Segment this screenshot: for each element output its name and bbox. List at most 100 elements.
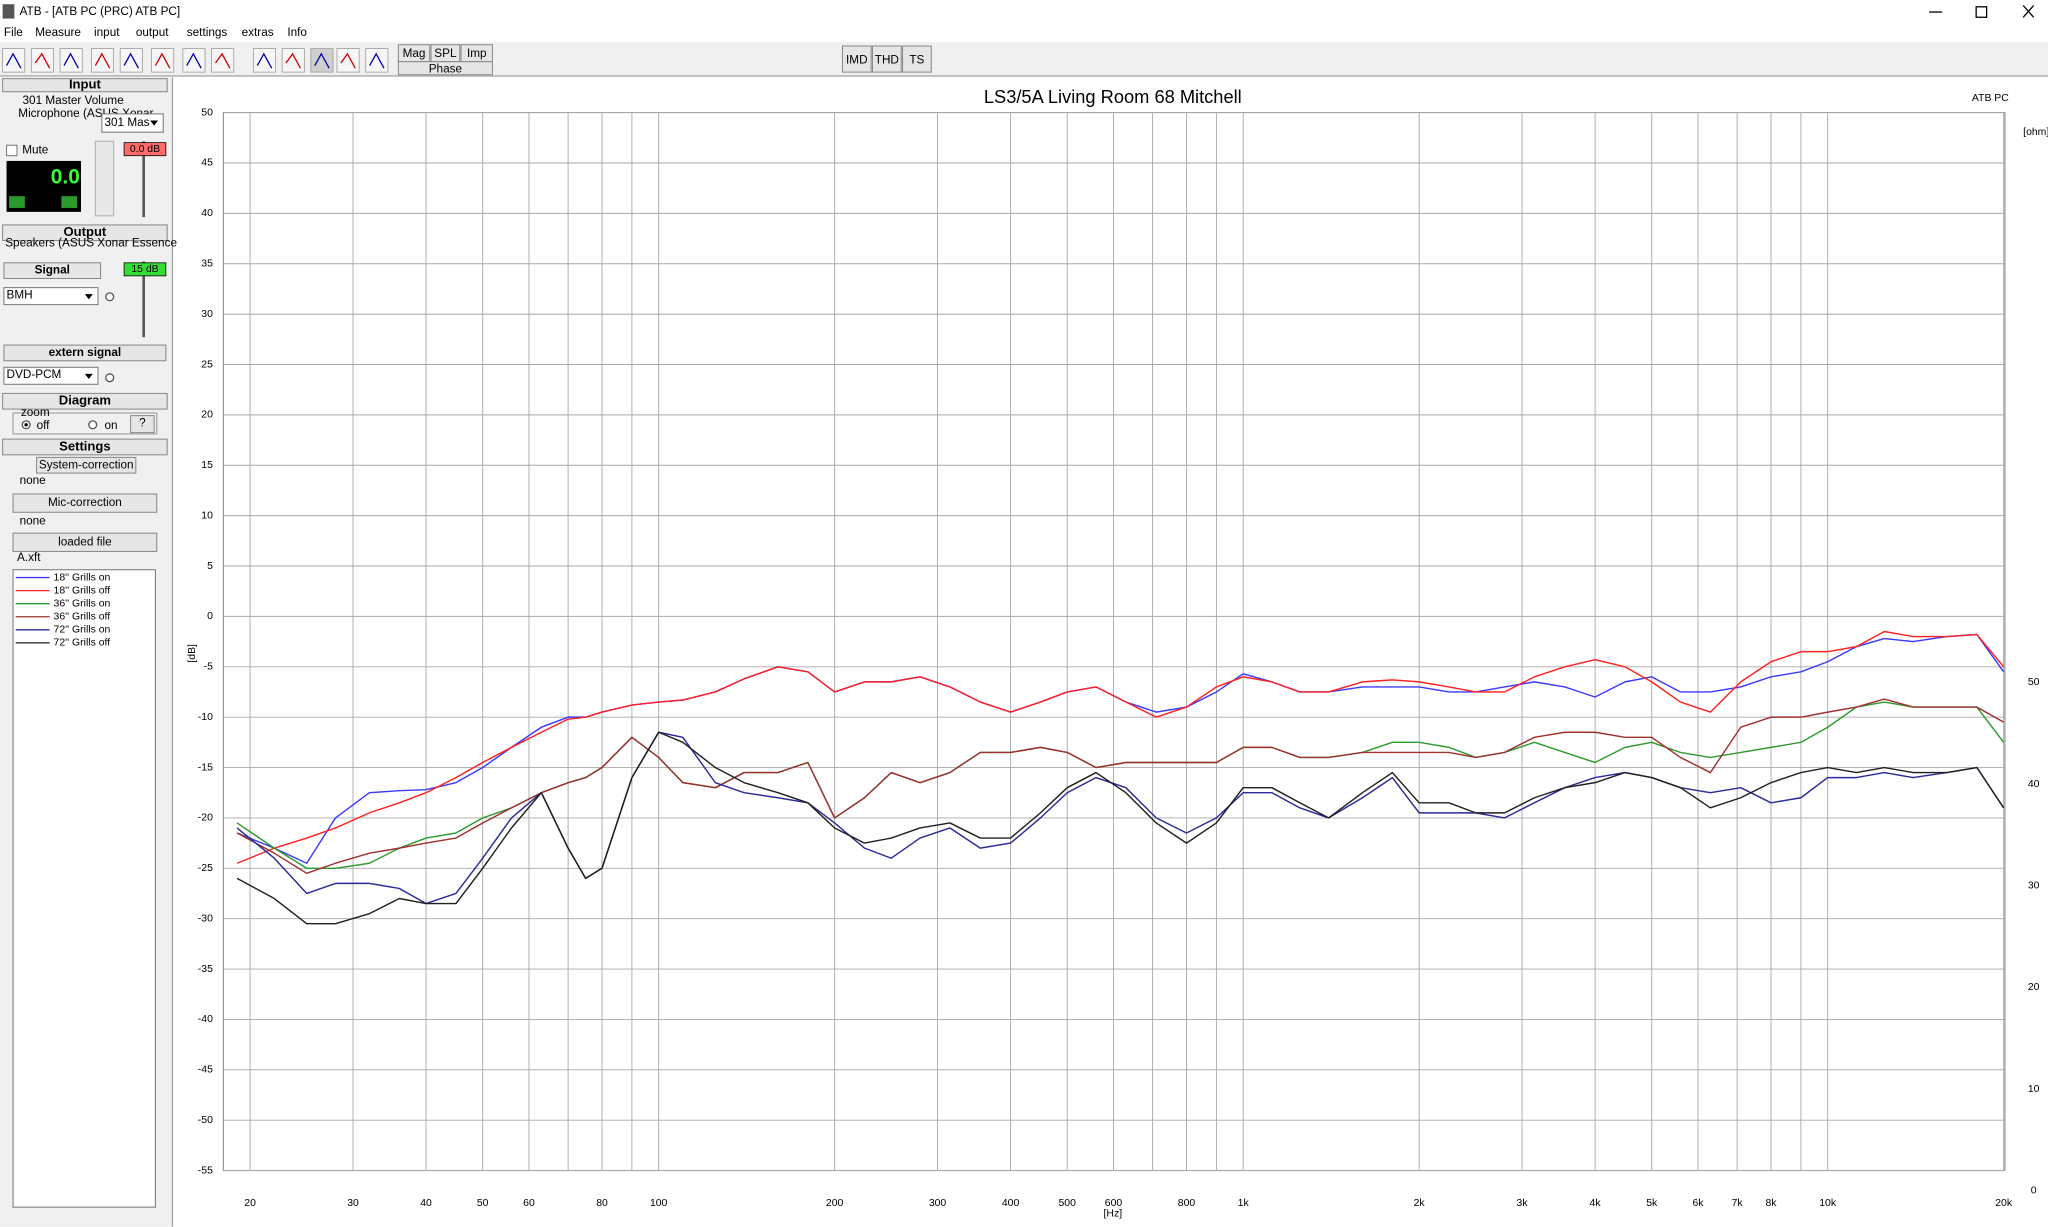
y-tick-label: -30	[198, 913, 213, 924]
extern-select-value: DVD-PCM	[7, 368, 62, 381]
toolbar-icon-glyph	[154, 52, 171, 69]
phase-button[interactable]	[397, 61, 493, 76]
y-tick-label: 10	[201, 510, 213, 521]
toolbar-icon[interactable]	[30, 48, 54, 73]
system-correction-value: none	[20, 474, 47, 487]
restore-button[interactable]	[1975, 6, 1988, 18]
y2-tick-label: 50	[2028, 677, 2040, 688]
x-tick-label: 3k	[1517, 1198, 1529, 1209]
menu-item[interactable]: extras	[242, 26, 274, 39]
x-tick-label: 7k	[1732, 1198, 1744, 1209]
display-indicator	[9, 196, 25, 208]
help-button[interactable]	[130, 415, 155, 434]
x-tick-label: 80	[596, 1198, 608, 1209]
toolbar-icon[interactable]	[281, 48, 305, 73]
x-tick-label: 10k	[1819, 1198, 1837, 1209]
test-button[interactable]	[841, 45, 872, 73]
legend-label: 72'' Grills off	[54, 638, 111, 649]
input-slider-thumb[interactable]	[123, 142, 167, 157]
menu-item[interactable]: output	[136, 26, 169, 39]
y-tick-label: -35	[198, 964, 213, 975]
toolbar-icon[interactable]	[365, 48, 389, 73]
test-button[interactable]	[871, 45, 902, 73]
output-slider-thumb[interactable]	[123, 262, 167, 277]
toolbar-icon-glyph	[256, 52, 273, 69]
mic-correction-button[interactable]	[12, 493, 158, 513]
x-tick-label: 2k	[1414, 1198, 1426, 1209]
y-tick-label: -5	[204, 662, 213, 673]
series-line	[236, 698, 2004, 875]
toolbar-icon[interactable]	[91, 48, 115, 73]
title-bar	[0, 0, 2048, 24]
y-tick-label: 50	[201, 107, 213, 118]
phase-label: Phase	[429, 63, 463, 76]
y-tick-label: -10	[198, 712, 213, 723]
toolbar-icon[interactable]	[182, 48, 206, 73]
signal-radio[interactable]	[105, 292, 115, 302]
toolbar-icon[interactable]	[59, 48, 83, 73]
window-title: ATB - [ATB PC (PRC) ATB PC]	[20, 5, 181, 18]
toolbar-icon[interactable]	[119, 48, 143, 73]
y2-tick-label: 30	[2028, 880, 2040, 891]
series-line	[236, 630, 2005, 864]
zoom-label: zoom	[21, 406, 50, 419]
toolbar-icon-glyph	[314, 52, 330, 69]
toolbar-icon-glyph	[123, 52, 140, 69]
input-select[interactable]	[101, 113, 164, 133]
toolbar-icon-glyph	[34, 52, 51, 69]
y-tick-label: 5	[207, 561, 213, 572]
extern-radio[interactable]	[105, 373, 115, 383]
x-tick-label: 800	[1178, 1198, 1196, 1209]
app-icon	[2, 4, 15, 19]
toolbar-icon[interactable]	[336, 48, 360, 73]
extern-header: extern signal	[49, 346, 121, 359]
mode-label: Mag	[403, 47, 426, 60]
toolbar-icon-glyph	[369, 52, 385, 69]
y-axis-label: [dB]	[187, 644, 198, 663]
input-device: 301 Master Volume	[23, 94, 125, 107]
curves	[236, 630, 2005, 925]
y-tick-label: 40	[201, 208, 213, 219]
x-tick-label: 500	[1058, 1198, 1076, 1209]
extern-button[interactable]	[3, 344, 167, 362]
zoom-on-radio[interactable]	[88, 420, 98, 430]
level-display-value: 0.0	[51, 165, 80, 188]
legend-label: 36'' Grills on	[54, 598, 111, 609]
menu-item[interactable]: File	[4, 26, 23, 39]
toolbar-icon[interactable]	[151, 48, 175, 73]
system-correction-button[interactable]	[36, 456, 137, 474]
y2-tick-label: 20	[2028, 982, 2040, 993]
zoom-on-label: on	[104, 419, 117, 432]
menu-item[interactable]: settings	[187, 26, 228, 39]
toolbar-icon[interactable]	[252, 48, 276, 73]
toolbar-icon[interactable]	[2, 48, 26, 73]
toolbar-icon-glyph	[285, 52, 301, 69]
mute-checkbox[interactable]	[6, 144, 18, 157]
legend-label: 18'' Grills on	[54, 572, 111, 583]
y2-axis-label: [ohm]	[2023, 127, 2048, 138]
toolbar-icon[interactable]	[310, 48, 334, 73]
test-button[interactable]	[902, 45, 932, 73]
extern-select[interactable]	[3, 366, 99, 385]
menu-item[interactable]: Info	[287, 26, 307, 39]
mode-label: Imp	[467, 47, 487, 60]
dropdown-arrow	[84, 373, 93, 380]
output-level: 15 dB	[131, 264, 158, 275]
x-tick-label: 20	[244, 1198, 256, 1209]
x-tick-label: 20k	[1995, 1198, 2013, 1209]
toolbar-icon-glyph	[63, 52, 79, 69]
test-label: THD	[875, 53, 899, 66]
mute-label: Mute	[22, 144, 49, 157]
menu-item[interactable]: Measure	[35, 26, 81, 39]
menu-item[interactable]: input	[94, 26, 120, 39]
section-header	[2, 224, 168, 242]
legend-list	[12, 569, 156, 1208]
x-tick-label: 300	[929, 1198, 947, 1209]
signal-button[interactable]	[3, 262, 102, 280]
input-meter	[94, 140, 115, 217]
loaded-file-button[interactable]	[12, 532, 158, 552]
signal-select[interactable]	[3, 287, 99, 306]
settings-header: Settings	[59, 438, 110, 453]
close-button[interactable]	[2022, 5, 2035, 18]
toolbar-icon[interactable]	[211, 48, 235, 73]
